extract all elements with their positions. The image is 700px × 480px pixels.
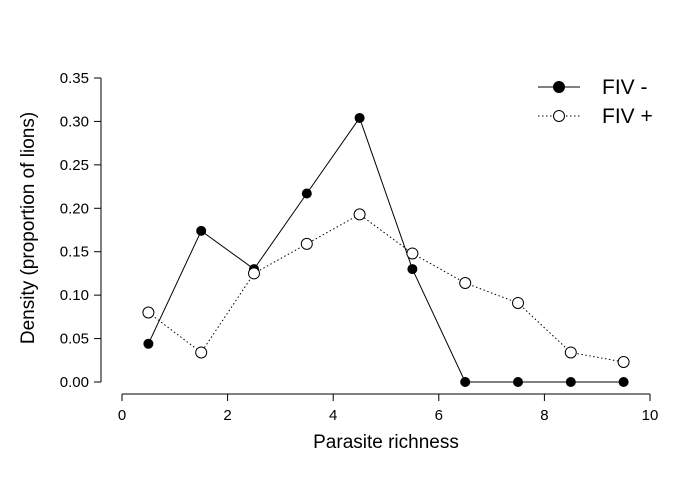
y-ticks: 0.00 0.05 0.10 0.15 0.20 0.25 0.30 0.35: [60, 70, 101, 391]
data-point-fiv-negative: [513, 377, 523, 387]
data-point-fiv-negative: [143, 338, 154, 349]
data-point-fiv-negative: [618, 377, 629, 387]
x-axis-title: Parasite richness: [313, 432, 459, 453]
y-tick-label: 0.30: [60, 113, 89, 130]
data-point-fiv-positive: [564, 346, 577, 359]
data-point-fiv-positive: [142, 306, 155, 319]
legend-item-fiv-positive: FIV +: [538, 105, 653, 128]
data-point-fiv-positive: [353, 208, 366, 221]
y-tick-label: 0.15: [60, 244, 89, 261]
axes: [100, 78, 650, 395]
legend-marker-fiv-negative: [553, 81, 565, 93]
x-tick-label: 6: [435, 407, 443, 424]
y-tick-label: 0.05: [60, 331, 89, 348]
data-point-fiv-negative: [407, 264, 418, 275]
data-point-fiv-positive: [248, 267, 260, 280]
data-point-fiv-positive: [300, 237, 313, 250]
x-tick-label: 0: [118, 407, 126, 424]
x-tick-label: 4: [329, 407, 337, 424]
x-tick-label: 10: [642, 407, 659, 424]
y-tick-label: 0.35: [60, 70, 89, 87]
data-point-fiv-negative: [196, 225, 207, 236]
y-tick-label: 0.10: [60, 287, 89, 304]
legend: FIV - FIV +: [538, 76, 653, 128]
data-point-fiv-positive: [459, 276, 472, 289]
series-line-fiv-positive: [148, 213, 624, 363]
x-ticks: 0 2 4 6 8 10: [118, 394, 659, 424]
y-tick-label: 0.20: [60, 200, 89, 217]
data-point-fiv-positive: [406, 247, 419, 260]
series-layer: [142, 112, 630, 387]
legend-marker-fiv-positive: [553, 110, 565, 122]
y-tick-label: 0.25: [60, 157, 89, 174]
x-tick-label: 8: [540, 407, 548, 424]
data-point-fiv-negative: [460, 377, 471, 387]
data-point-fiv-positive: [512, 296, 524, 309]
y-axis-title: Density (proportion of lions): [18, 112, 39, 344]
data-point-fiv-positive: [617, 356, 630, 369]
x-tick-label: 2: [223, 407, 231, 424]
series-line-fiv-negative: [147, 116, 624, 383]
data-point-fiv-negative: [565, 377, 576, 387]
y-tick-label: 0.00: [60, 374, 89, 391]
legend-label-fiv-positive: FIV +: [602, 105, 653, 128]
legend-item-fiv-negative: FIV -: [538, 76, 648, 99]
data-point-fiv-positive: [195, 346, 208, 359]
legend-label-fiv-negative: FIV -: [602, 76, 648, 99]
data-point-fiv-negative: [301, 188, 312, 199]
data-point-fiv-negative: [354, 112, 365, 123]
